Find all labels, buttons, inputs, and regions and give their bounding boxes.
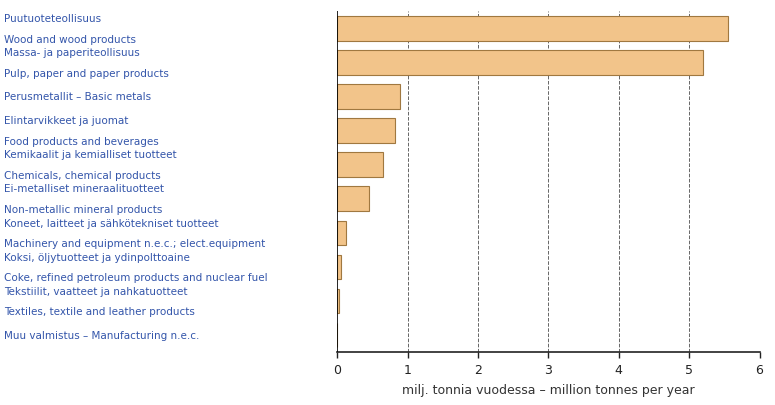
Bar <box>337 51 703 75</box>
Text: Muu valmistus – Manufacturing n.e.c.: Muu valmistus – Manufacturing n.e.c. <box>4 330 199 340</box>
Bar <box>337 221 346 245</box>
Bar <box>337 17 728 41</box>
X-axis label: milj. tonnia vuodessa – million tonnes per year: milj. tonnia vuodessa – million tonnes p… <box>402 383 694 396</box>
Text: Wood and wood products: Wood and wood products <box>4 34 136 45</box>
Bar <box>337 289 339 313</box>
Text: Perusmetallit – Basic metals: Perusmetallit – Basic metals <box>4 92 151 102</box>
Text: Elintarvikkeet ja juomat: Elintarvikkeet ja juomat <box>4 116 128 126</box>
Text: Coke, refined petroleum products and nuclear fuel: Coke, refined petroleum products and nuc… <box>4 273 267 283</box>
Bar <box>337 255 341 279</box>
Bar <box>337 119 394 143</box>
Text: Non-metallic mineral products: Non-metallic mineral products <box>4 205 162 215</box>
Text: Massa- ja paperiteollisuus: Massa- ja paperiteollisuus <box>4 48 140 58</box>
Text: Chemicals, chemical products: Chemicals, chemical products <box>4 171 160 181</box>
Text: Kemikaalit ja kemialliset tuotteet: Kemikaalit ja kemialliset tuotteet <box>4 150 177 160</box>
Text: Koneet, laitteet ja sähkötekniset tuotteet: Koneet, laitteet ja sähkötekniset tuotte… <box>4 218 219 228</box>
Bar <box>337 85 401 109</box>
Text: Machinery and equipment n.e.c.; elect.equipment: Machinery and equipment n.e.c.; elect.eq… <box>4 239 265 249</box>
Text: Pulp, paper and paper products: Pulp, paper and paper products <box>4 68 169 79</box>
Text: Food products and beverages: Food products and beverages <box>4 136 159 147</box>
Text: Textiles, textile and leather products: Textiles, textile and leather products <box>4 307 195 317</box>
Bar <box>337 187 369 211</box>
Text: Koksi, öljytuotteet ja ydinpolttoaine: Koksi, öljytuotteet ja ydinpolttoaine <box>4 252 190 262</box>
Text: Ei-metalliset mineraalituotteet: Ei-metalliset mineraalituotteet <box>4 184 164 194</box>
Bar <box>337 153 383 177</box>
Text: Tekstiilit, vaatteet ja nahkatuotteet: Tekstiilit, vaatteet ja nahkatuotteet <box>4 286 188 296</box>
Text: Puutuoteteollisuus: Puutuoteteollisuus <box>4 14 101 24</box>
